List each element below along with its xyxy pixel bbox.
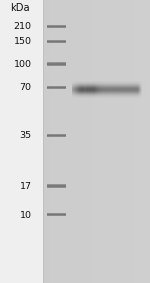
Text: 100: 100 — [14, 60, 32, 69]
Text: 150: 150 — [14, 37, 32, 46]
Bar — [0, 0, 43, 283]
Text: kDa: kDa — [10, 3, 29, 14]
Text: 17: 17 — [20, 182, 32, 191]
Text: 70: 70 — [20, 83, 32, 92]
Text: 35: 35 — [19, 131, 32, 140]
Text: 210: 210 — [14, 22, 32, 31]
Text: 10: 10 — [20, 211, 32, 220]
